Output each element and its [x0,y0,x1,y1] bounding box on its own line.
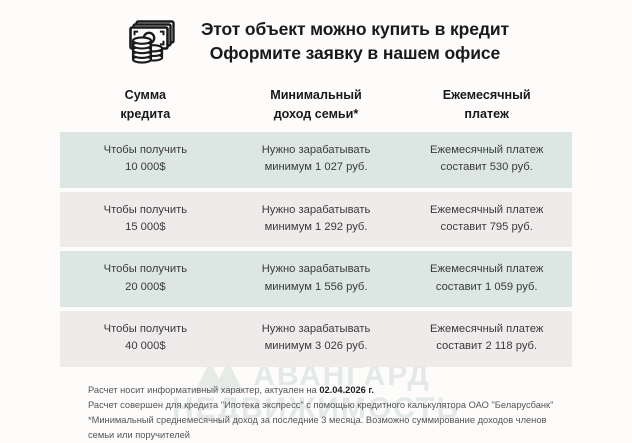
cell-monthly-payment: Ежемесячный платеж составит 1 059 руб. [430,263,544,293]
column-header-family-income-line-2: доход семьи* [273,106,359,121]
column-header-loan-amount-line-2: кредита [120,106,171,121]
column-header-monthly-payment: Ежемесячный платеж [401,86,572,124]
table-row: Чтобы получить 10 000$ Нужно зарабатыват… [60,131,572,188]
footnote-relevance-text: Расчет носит информативный характер, акт… [88,384,320,395]
footnote-line-1: Расчет носит информативный характер, акт… [88,383,558,398]
page-title-line-2: Оформите заявку в нашем офисе [209,43,501,63]
column-header-loan-amount-line-1: Сумма [124,88,167,102]
money-stack-icon [123,14,179,70]
table-column-headers: Сумма кредита Минимальный доход семьи* Е… [60,86,572,132]
cell-monthly-payment: Ежемесячный платеж составит 2 118 руб. [430,322,544,353]
cell-loan-amount: Чтобы получить 15 000$ [103,203,188,233]
cell-family-income: Нужно зарабатывать минимум 1 027 руб. [261,143,371,174]
page-title-line-1: Этот объект можно купить в кредит [200,19,510,40]
table-row: Чтобы получить 20 000$ Нужно зарабатыват… [60,251,572,307]
cell-monthly-payment: Ежемесячный платеж составит 795 руб. [430,203,544,233]
cell-loan-amount: Чтобы получить 10 000$ [103,143,188,174]
cell-family-income: Нужно зарабатывать минимум 1 556 руб. [261,263,371,293]
cell-monthly-payment: Ежемесячный платеж составит 530 руб. [430,143,544,174]
cell-loan-amount: Чтобы получить 20 000$ [103,263,188,293]
page-title: Этот объект можно купить в кредит Оформи… [201,18,509,65]
footnote-relevance-date: 02.04.2026 г. [319,384,374,395]
table-row: Чтобы получить 40 000$ Нужно зарабатыват… [60,310,572,367]
footnotes: Расчет носит информативный характер, акт… [88,383,558,443]
table-row: Чтобы получить 15 000$ Нужно зарабатыват… [60,191,572,248]
credit-terms-table: Сумма кредита Минимальный доход семьи* Е… [60,86,572,367]
column-header-family-income: Минимальный доход семьи* [231,86,402,124]
column-header-monthly-payment-line-2: платеж [464,106,509,121]
column-header-family-income-line-1: Минимальный [270,88,362,102]
column-header-monthly-payment-line-1: Ежемесячный [442,88,531,102]
footnote-line-3: *Минимальный среднемесячный доход за пос… [88,414,547,440]
cell-loan-amount: Чтобы получить 40 000$ [103,322,188,353]
footnote-line-2: Расчет совершен для кредита "Ипотека экс… [88,399,554,410]
header: Этот объект можно купить в кредит Оформи… [0,0,632,74]
cell-family-income: Нужно зарабатывать минимум 1 292 руб. [261,203,371,233]
column-header-loan-amount: Сумма кредита [60,86,231,124]
cell-family-income: Нужно зарабатывать минимум 3 026 руб. [261,322,371,353]
